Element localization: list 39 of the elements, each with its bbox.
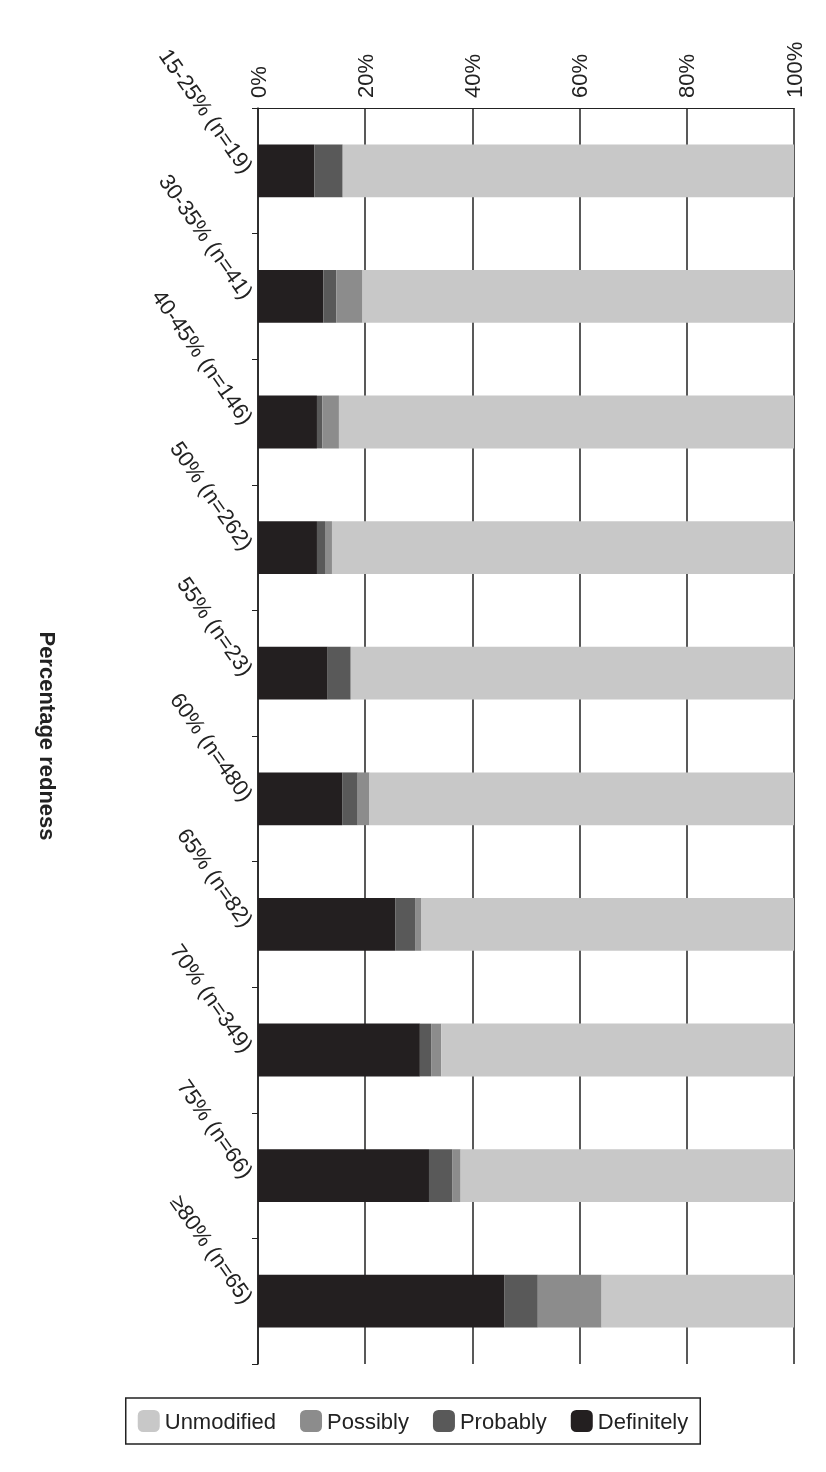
x-tick-label: 40%: [459, 53, 485, 98]
bar: [338, 395, 794, 449]
bar: [369, 772, 794, 826]
bar: [460, 1149, 794, 1202]
bar: [441, 1023, 794, 1077]
bar: [342, 772, 358, 826]
bar: [336, 270, 363, 323]
legend-label: Probably: [459, 1408, 547, 1434]
bar: [327, 646, 351, 700]
bar: [325, 521, 332, 574]
bar: [419, 1023, 432, 1077]
legend-label: Definitely: [597, 1408, 689, 1434]
bar: [362, 270, 794, 323]
bar: [314, 144, 343, 198]
bar: [504, 1274, 538, 1328]
bar: [331, 521, 794, 574]
x-tick-label: 60%: [567, 53, 593, 98]
x-tick-label: 20%: [352, 53, 378, 98]
bar: [316, 395, 323, 449]
bar: [415, 898, 422, 951]
bar: [350, 646, 794, 700]
bar: [357, 772, 370, 826]
bar: [601, 1274, 794, 1328]
bar: [421, 898, 794, 951]
bar: [428, 1149, 453, 1202]
bar: [452, 1149, 461, 1202]
legend-label: Unmodified: [164, 1408, 277, 1434]
x-tick-label: 80%: [674, 53, 700, 98]
x-tick-label: 0%: [245, 66, 271, 98]
y-axis-title: Percentage redness: [34, 631, 60, 841]
legend-label: Possibly: [327, 1408, 409, 1434]
bar: [322, 395, 339, 449]
bar: [395, 898, 416, 951]
bar: [323, 270, 337, 323]
bar: [316, 521, 325, 574]
x-tick-label: 100%: [781, 41, 807, 98]
bar: [431, 1023, 442, 1077]
bar: [537, 1274, 602, 1328]
bar: [342, 144, 794, 198]
